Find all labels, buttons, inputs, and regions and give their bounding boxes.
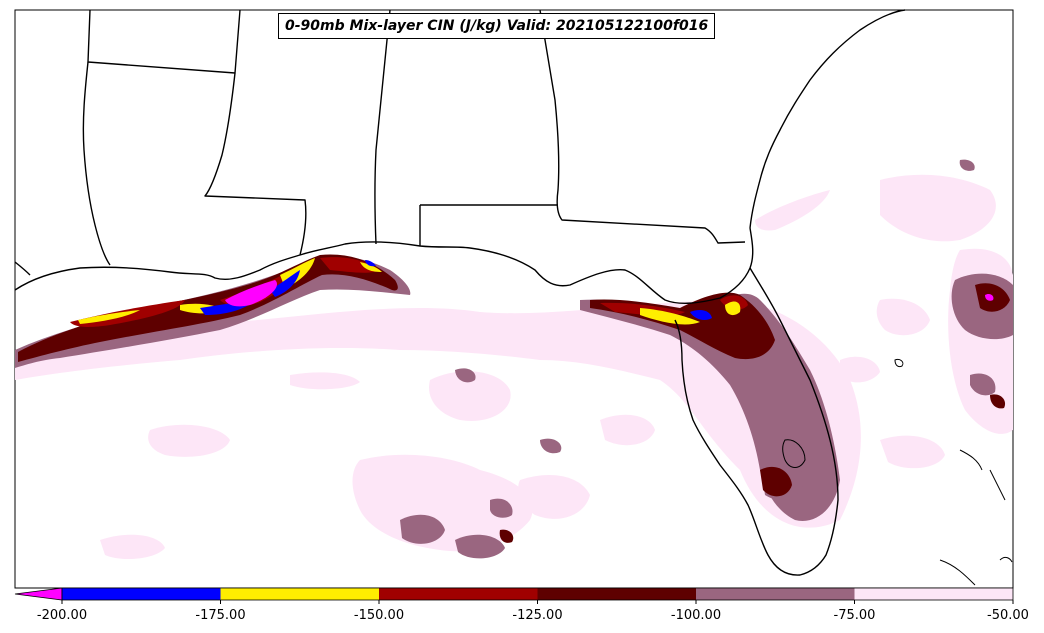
colorbar-tick-label: -200.00 [36,608,88,623]
cin-magenta-areas [225,280,994,307]
colorbar-bin-1 [220,588,379,600]
colorbar-under-extension [14,587,63,601]
map-title: 0-90mb Mix-layer CIN (J/kg) Valid: 20210… [278,13,716,39]
colorbar-bin-0 [62,588,221,600]
colorbar-tick-label: -75.00 [833,608,876,623]
colorbar-tick-label: -50.00 [987,608,1029,623]
colorbar-bin-2 [379,588,538,600]
colorbar-tick-label: -100.00 [670,608,722,623]
cin-light-pink-areas [15,174,1013,560]
colorbar [14,587,1014,604]
coastlines-and-borders [14,9,906,576]
colorbar-tick-label: -150.00 [353,608,405,623]
colorbar-tick-label: -125.00 [512,608,563,623]
colorbar-bin-3 [537,588,696,600]
cin-field [15,159,1013,560]
colorbar-tick-label: -175.00 [195,608,246,623]
bahamas-outlines [782,359,1013,586]
colorbar-bin-4 [696,588,855,600]
colorbar-bin-5 [854,588,1013,600]
